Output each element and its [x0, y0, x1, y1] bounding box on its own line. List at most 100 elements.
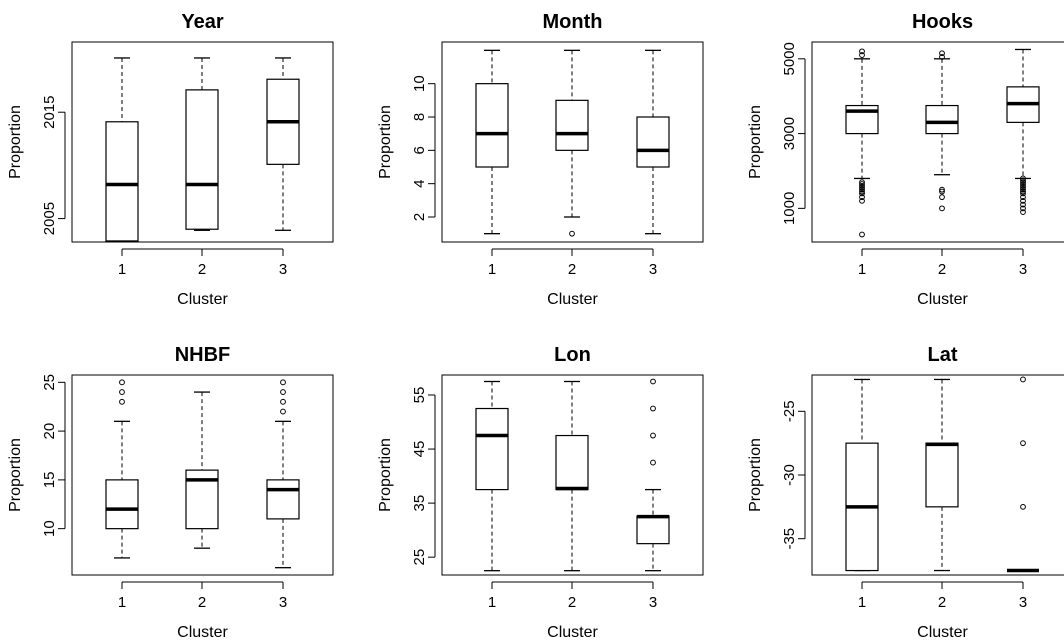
outlier-point	[280, 408, 286, 415]
box-iqr	[105, 479, 139, 530]
y-tick-label: 25	[41, 374, 58, 391]
outlier-point	[280, 398, 286, 405]
x-axis-label: Cluster	[917, 291, 968, 308]
y-tick-label: 4	[411, 179, 428, 187]
box-iqr	[925, 442, 959, 508]
outlier-point	[1020, 503, 1026, 510]
plot-frame	[811, 41, 1064, 243]
box-iqr	[266, 479, 300, 520]
outlier-point	[1020, 205, 1026, 212]
box-group	[1007, 376, 1039, 573]
x-tick-label: 3	[279, 261, 287, 278]
outlier-point	[650, 432, 656, 439]
y-axis-label: Proportion	[747, 105, 764, 179]
x-tick-label: 3	[649, 594, 657, 611]
outlier-point	[859, 197, 865, 204]
y-tick-label: 2	[411, 213, 428, 221]
y-tick-label: 35	[411, 495, 428, 512]
box-group	[266, 57, 300, 231]
outlier-point	[939, 54, 945, 60]
y-tick-label: -25	[781, 400, 798, 422]
outlier-point	[1020, 186, 1026, 193]
outlier-point	[859, 181, 865, 187]
box-iqr	[636, 515, 670, 545]
outlier-point	[119, 398, 125, 405]
x-tick-label: 3	[1019, 261, 1027, 278]
box-iqr	[925, 104, 959, 135]
x-axis-label: Cluster	[177, 624, 228, 641]
outlier-point	[859, 186, 865, 193]
box-group	[1006, 48, 1040, 215]
y-axis-label: Proportion	[377, 105, 394, 179]
outlier-point	[1020, 376, 1026, 383]
box-iqr	[475, 407, 509, 491]
box-iqr	[105, 121, 139, 242]
box-group	[105, 57, 139, 242]
outlier-point	[1020, 183, 1026, 189]
outlier-point	[1020, 184, 1026, 191]
outlier-point	[859, 183, 865, 189]
outlier-point	[1020, 175, 1026, 182]
outlier-point	[1020, 440, 1026, 447]
y-axis-label: Proportion	[747, 438, 764, 512]
box-group	[185, 57, 219, 231]
outlier-point	[1020, 194, 1026, 201]
outlier-point	[859, 190, 865, 197]
x-tick-label: 2	[938, 261, 946, 278]
y-tick-label: 15	[41, 472, 58, 489]
outlier-point	[650, 405, 656, 412]
panel-5: Lat Proportion Cluster -35 -30 -25 1 2 3	[747, 344, 1064, 641]
box-iqr	[475, 83, 509, 168]
outlier-point	[280, 379, 286, 386]
outlier-point	[650, 459, 656, 466]
x-tick-label: 2	[568, 594, 576, 611]
x-axis-label: Cluster	[547, 624, 598, 641]
outlier-point	[859, 188, 865, 195]
box-group	[475, 49, 509, 235]
outlier-point	[859, 194, 865, 201]
outlier-point	[1020, 209, 1026, 215]
box-iqr	[185, 89, 219, 230]
outlier-point	[859, 184, 865, 191]
y-tick-label: 2015	[41, 96, 58, 129]
y-axis-label: Proportion	[7, 438, 24, 512]
x-tick-label: 3	[279, 594, 287, 611]
outlier-point	[280, 389, 286, 395]
box-group	[845, 378, 879, 572]
box-iqr	[636, 116, 670, 168]
box-group	[845, 48, 879, 238]
x-tick-label: 1	[118, 594, 126, 611]
panel-title: Lon	[554, 344, 591, 366]
outlier-point	[650, 378, 656, 385]
y-tick-label: 45	[411, 441, 428, 458]
plot-frame	[441, 41, 704, 243]
outlier-point	[1020, 177, 1026, 184]
outlier-point	[939, 50, 945, 57]
panel-3: NHBF Proportion Cluster 10 15 20 25 1 2 3	[7, 344, 334, 641]
panel-title: Hooks	[912, 11, 973, 33]
x-tick-label: 1	[858, 594, 866, 611]
y-axis-label: Proportion	[377, 438, 394, 512]
x-tick-label: 1	[488, 594, 496, 611]
x-tick-label: 3	[1019, 594, 1027, 611]
y-tick-label: 10	[41, 520, 58, 537]
box-group	[925, 50, 959, 212]
x-tick-label: 3	[649, 261, 657, 278]
panel-title: Month	[543, 11, 603, 33]
panel-4: Lon Proportion Cluster 25 35 45 55 1 2 3	[377, 344, 704, 641]
outlier-point	[859, 231, 865, 238]
outlier-point	[859, 179, 865, 186]
x-tick-label: 1	[118, 261, 126, 278]
outlier-point	[1020, 181, 1026, 187]
box-group	[185, 391, 219, 549]
box-group	[105, 379, 139, 559]
panel-2: Hooks Proportion Cluster 1000 3000 5000 1 2 3	[747, 11, 1064, 308]
y-tick-label: 3000	[781, 117, 798, 150]
panel-0: Year Proportion Cluster 2005 2015 1 2 3	[7, 11, 334, 308]
x-axis-label: Cluster	[177, 291, 228, 308]
box-group	[266, 379, 300, 569]
outlier-point	[1020, 201, 1026, 208]
y-tick-label: 10	[411, 75, 428, 92]
y-tick-label: 20	[41, 423, 58, 440]
